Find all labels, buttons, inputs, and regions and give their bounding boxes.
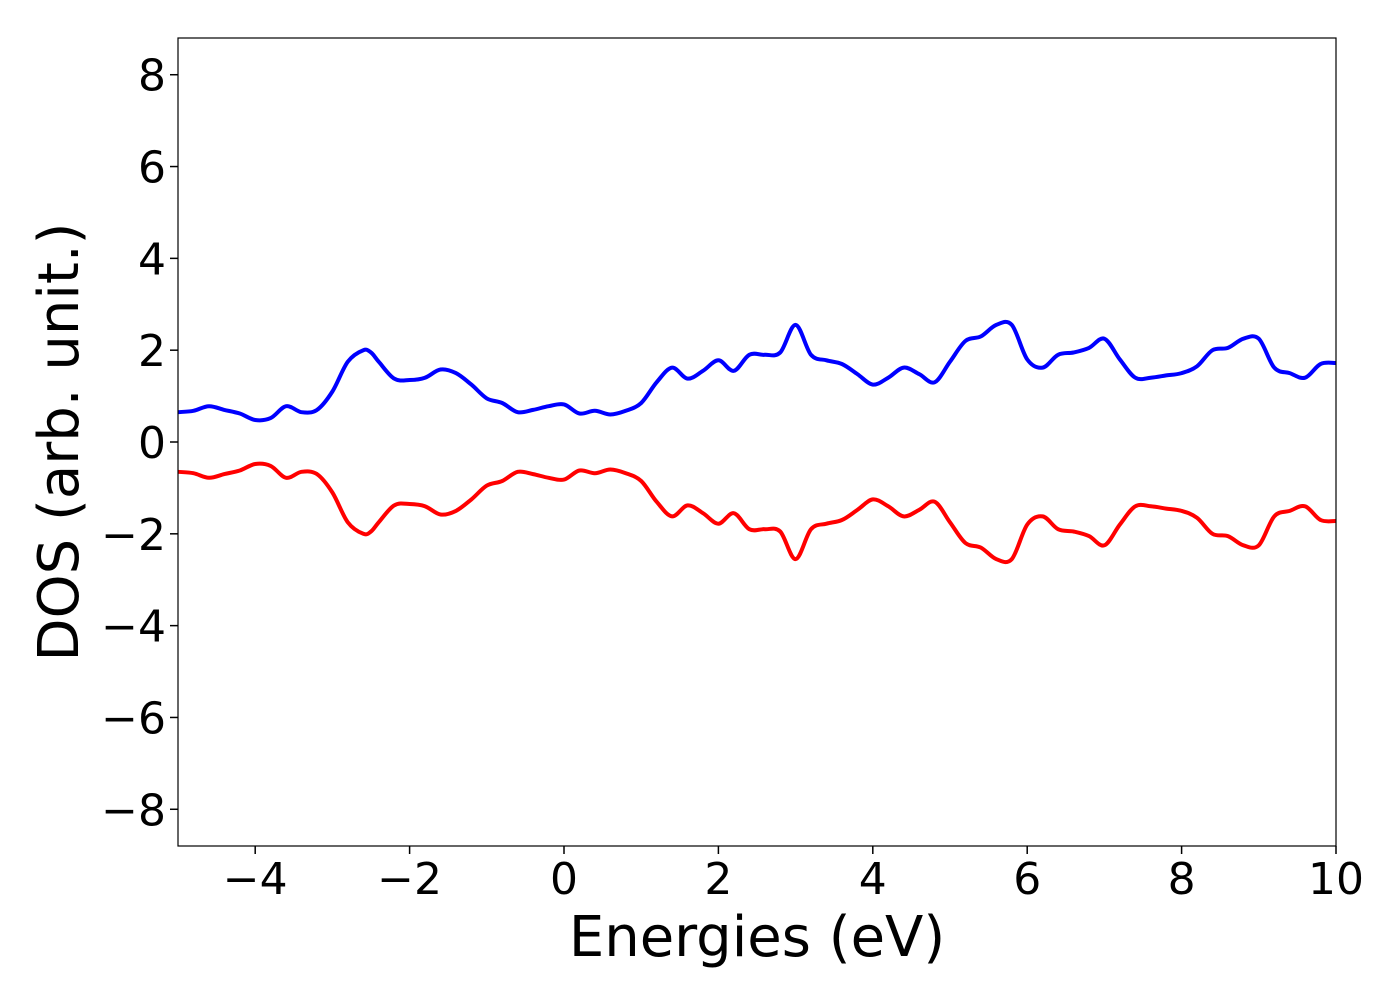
y-tick-label: 0 — [138, 418, 166, 469]
series-line-0 — [178, 319, 1336, 423]
y-tick-label: −4 — [101, 602, 166, 653]
series-line-1 — [178, 461, 1336, 565]
plot-frame — [177, 37, 1337, 847]
x-tick-label: 4 — [859, 854, 887, 905]
x-axis-title: Energies (eV) — [569, 905, 945, 970]
x-tick-label: 0 — [550, 854, 578, 905]
x-tick-label: 8 — [1168, 854, 1196, 905]
x-tick-label: 6 — [1013, 854, 1041, 905]
x-tick-label: 10 — [1308, 854, 1364, 905]
series-layer — [178, 319, 1336, 565]
x-tick-label: −4 — [223, 854, 288, 905]
y-tick-label: 6 — [138, 143, 166, 194]
x-axis-ticks: −4 −2 0 2 4 6 8 10 — [223, 846, 1364, 905]
x-tick-label: −2 — [377, 854, 442, 905]
y-tick-label: 2 — [138, 326, 166, 377]
y-tick-label: 4 — [138, 234, 166, 285]
y-tick-label: −2 — [101, 510, 166, 561]
y-axis-ticks: −8 −6 −4 −2 0 2 4 6 8 — [101, 51, 178, 836]
y-axis-title: DOS (arb. unit.) — [27, 222, 92, 661]
x-tick-label: 2 — [704, 854, 732, 905]
y-tick-label: 8 — [138, 51, 166, 102]
y-tick-label: −8 — [101, 785, 166, 836]
y-tick-label: −6 — [101, 693, 166, 744]
